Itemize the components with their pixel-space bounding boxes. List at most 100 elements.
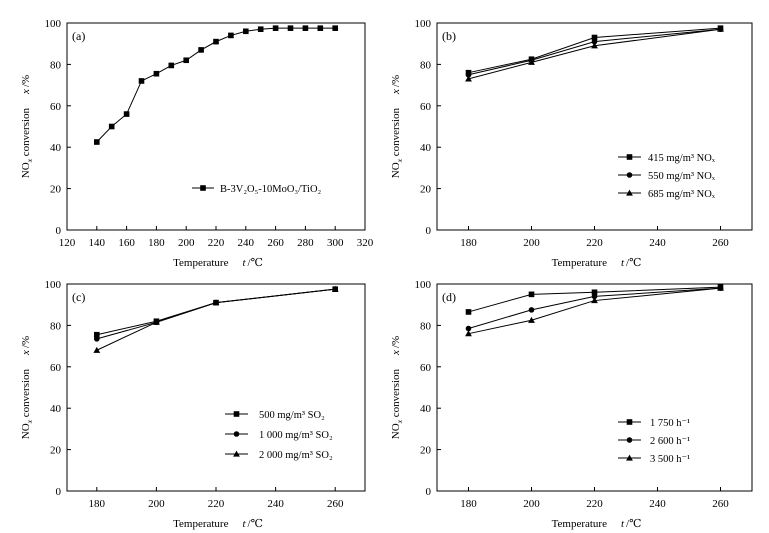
y-tick-label: 40 [420,403,432,415]
data-point [138,78,145,84]
y-axis-title: NO [20,162,32,178]
legend: 500 mg/m³ SO₂ 1 000 mg/m³ SO₂ 2 000 mg/m³ … [225,410,333,461]
x-tick-label: 200 [523,237,540,249]
x-tick-label: 120 [59,237,76,249]
data-point [212,299,220,306]
y-tick-label: 80 [50,59,62,71]
y-tick-label: 100 [415,279,432,291]
legend-marker [233,450,240,457]
y-tick-label: 40 [420,142,432,154]
y-axis-title: NO [390,162,402,178]
x-axis-unit: /℃ [248,518,263,530]
x-tick-label: 180 [89,498,106,510]
data-point [465,75,472,82]
data-point [591,34,598,41]
data-point [168,62,175,69]
x-tick-label: 260 [267,237,284,249]
data-point [591,42,598,49]
legend: 1 750 h⁻¹ 2 600 h⁻¹ 3 500 h⁻¹ [618,418,690,465]
y-axis-unit: /% [20,336,32,348]
x-tick-label: 320 [357,237,374,249]
x-tick-label: 300 [327,237,344,249]
x-tick-label: 220 [208,498,225,510]
y-tick-label: 80 [50,320,62,332]
legend-entry: 3 500 h⁻¹ [650,454,690,465]
y-tick-label: 0 [426,225,432,237]
x-tick-label: 200 [523,498,540,510]
x-tick-label: 260 [327,498,344,510]
x-axis-title: Temperature [173,518,229,530]
legend-marker [233,431,240,437]
data-point [153,70,160,77]
legend-marker [233,411,240,417]
y-axis-subscript: x [25,158,34,163]
data-point [317,25,324,31]
y-tick-label: 60 [420,101,432,113]
chart-panel-c: 180 200 220 240 260 0 20 40 60 80 100 (c) Temperatur… [20,279,366,530]
data-point [198,47,204,53]
chart-panel-b: 180 200 220 240 260 0 20 40 60 80 100 (b) Temperatur… [390,18,753,269]
data-point [93,346,101,353]
y-tick-label: 40 [50,142,62,154]
y-axis-subscript: x [395,158,404,163]
y-tick-label: 40 [50,403,62,415]
y-axis-title: NO [390,423,402,439]
y-tick-label: 100 [45,279,62,291]
data-point [465,309,472,315]
data-point [465,71,472,78]
series-line-1 [96,27,336,143]
series-line-1 [96,288,336,336]
y-tick-label: 0 [426,486,432,498]
y-tick-label: 80 [420,320,432,332]
x-tick-label: 260 [712,498,729,510]
x-tick-label: 280 [297,237,314,249]
x-tick-label: 240 [649,237,666,249]
legend-entry: 1 750 h⁻¹ [650,418,690,429]
x-axis-title: Temperature [552,257,608,269]
y-axis-label: NOx conversionx/% [20,336,34,439]
series-line-1 [468,27,721,74]
x-tick-label: 180 [460,237,477,249]
legend-entry: 415 mg/m³ NOₓ [648,153,716,164]
y-axis-title-rest: conversion [20,107,32,159]
data-point [94,331,100,338]
x-tick-label: 200 [148,498,165,510]
series-line-3 [96,288,336,351]
legend-marker [626,189,633,196]
y-tick-label: 20 [420,445,432,457]
legend-entry: 2 600 h⁻¹ [650,436,690,447]
legend-entry: 2 000 mg/m³ SO₂ [259,450,333,461]
data-point [591,289,598,296]
x-tick-label: 220 [586,498,603,510]
series-line-2 [96,288,336,340]
legend: 415 mg/m³ NOₓ 550 mg/m³ NOₓ 685 mg/m³ NOₓ [618,153,716,200]
x-axis-symbol: t [621,518,625,530]
y-tick-label: 0 [56,486,62,498]
y-axis-label: NOx conversionx/% [390,336,404,439]
series-line-2 [468,28,721,76]
y-tick-label: 100 [415,18,432,30]
data-point [108,123,115,130]
y-axis-unit: /% [20,75,32,87]
y-axis-unit: /% [390,336,402,348]
data-point [591,297,598,304]
y-axis-title-rest: conversion [390,368,402,420]
legend-marker [626,154,633,160]
legend-marker [200,185,206,191]
series-line-1 [468,286,721,313]
y-axis-subscript: x [395,419,404,424]
y-axis-symbol: x [20,89,32,95]
x-tick-label: 220 [208,237,225,249]
x-axis-label: Temperature t/℃ [552,518,642,530]
data-point [213,38,219,45]
x-tick-label: 160 [118,237,135,249]
x-axis-unit: /℃ [626,518,641,530]
legend-entry: 1 000 mg/m³ SO₂ [259,430,333,441]
data-point [591,293,598,300]
data-point [591,38,598,45]
x-tick-label: 240 [649,498,666,510]
data-point [94,139,100,145]
y-axis-label: NOx conversionx/% [20,75,34,178]
x-tick-label: 220 [586,237,603,249]
x-tick-label: 140 [89,237,106,249]
